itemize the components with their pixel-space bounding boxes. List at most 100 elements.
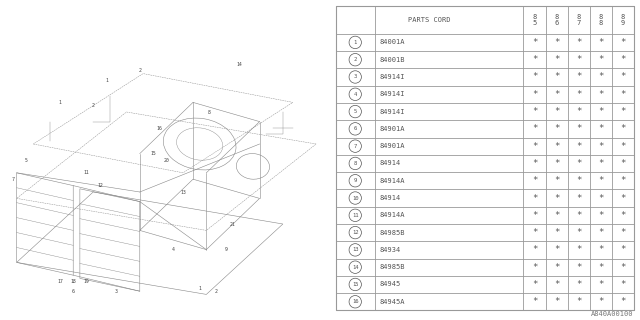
Text: *: * — [532, 280, 537, 289]
Text: 14: 14 — [352, 265, 358, 270]
Text: 9: 9 — [354, 178, 357, 183]
Text: *: * — [532, 124, 537, 133]
Text: *: * — [620, 142, 625, 151]
Text: *: * — [554, 228, 559, 237]
Text: 84985B: 84985B — [380, 229, 405, 236]
Text: *: * — [620, 194, 625, 203]
Text: *: * — [532, 73, 537, 82]
Text: 84914I: 84914I — [380, 91, 405, 97]
Text: 5: 5 — [25, 157, 28, 163]
Text: 15: 15 — [352, 282, 358, 287]
Text: *: * — [532, 228, 537, 237]
Text: 20: 20 — [164, 157, 169, 163]
Text: *: * — [620, 228, 625, 237]
Text: *: * — [532, 211, 537, 220]
Text: 8
5: 8 5 — [532, 14, 536, 26]
Text: *: * — [532, 176, 537, 185]
Text: 84914A: 84914A — [380, 212, 405, 218]
Text: 6: 6 — [354, 126, 357, 131]
Text: *: * — [576, 245, 581, 254]
Text: 84945A: 84945A — [380, 299, 405, 305]
Text: *: * — [576, 194, 581, 203]
Text: *: * — [532, 297, 537, 306]
Text: 84985B: 84985B — [380, 264, 405, 270]
Text: *: * — [620, 55, 625, 64]
Text: *: * — [598, 280, 604, 289]
Text: *: * — [620, 73, 625, 82]
Text: *: * — [576, 142, 581, 151]
Text: *: * — [532, 245, 537, 254]
Text: *: * — [598, 245, 604, 254]
Text: 7: 7 — [354, 144, 357, 149]
Text: 1: 1 — [198, 285, 201, 291]
Text: 3: 3 — [115, 289, 118, 294]
Text: 2: 2 — [354, 57, 357, 62]
Text: *: * — [554, 142, 559, 151]
Text: 2: 2 — [92, 103, 95, 108]
Text: *: * — [576, 228, 581, 237]
Text: 84934: 84934 — [380, 247, 401, 253]
Text: *: * — [620, 245, 625, 254]
Text: *: * — [554, 55, 559, 64]
Text: 1: 1 — [58, 100, 61, 105]
Text: *: * — [620, 176, 625, 185]
Text: PARTS CORD: PARTS CORD — [408, 17, 451, 23]
Text: *: * — [532, 55, 537, 64]
Text: 84901A: 84901A — [380, 126, 405, 132]
Text: *: * — [554, 176, 559, 185]
Text: *: * — [576, 124, 581, 133]
Text: *: * — [598, 176, 604, 185]
Text: *: * — [554, 280, 559, 289]
Text: *: * — [598, 297, 604, 306]
Text: 13: 13 — [352, 247, 358, 252]
Text: 21: 21 — [230, 221, 236, 227]
Text: 4: 4 — [354, 92, 357, 97]
Text: *: * — [598, 263, 604, 272]
Text: *: * — [576, 176, 581, 185]
Text: 17: 17 — [57, 279, 63, 284]
Text: 84945: 84945 — [380, 282, 401, 287]
Text: 8: 8 — [354, 161, 357, 166]
Text: 84001A: 84001A — [380, 39, 405, 45]
Text: *: * — [620, 90, 625, 99]
Text: A840A00100: A840A00100 — [591, 311, 634, 317]
Text: 11: 11 — [84, 170, 90, 175]
Text: *: * — [554, 211, 559, 220]
Text: *: * — [576, 55, 581, 64]
Text: *: * — [576, 107, 581, 116]
Text: *: * — [532, 38, 537, 47]
Text: 8
8: 8 8 — [598, 14, 603, 26]
Text: 84914I: 84914I — [380, 108, 405, 115]
Text: *: * — [554, 245, 559, 254]
Text: *: * — [554, 297, 559, 306]
Text: 16: 16 — [352, 299, 358, 304]
Text: *: * — [576, 73, 581, 82]
Text: 84914A: 84914A — [380, 178, 405, 184]
Text: *: * — [598, 73, 604, 82]
Text: *: * — [598, 194, 604, 203]
Text: 18: 18 — [70, 279, 76, 284]
Text: *: * — [598, 159, 604, 168]
Text: 84914I: 84914I — [380, 74, 405, 80]
Text: 8: 8 — [208, 109, 211, 115]
Text: 8
6: 8 6 — [554, 14, 559, 26]
Text: 84914: 84914 — [380, 195, 401, 201]
Text: *: * — [620, 280, 625, 289]
Text: *: * — [620, 297, 625, 306]
Text: *: * — [554, 38, 559, 47]
Text: 10: 10 — [352, 196, 358, 201]
Text: *: * — [598, 228, 604, 237]
Text: *: * — [554, 90, 559, 99]
Text: 16: 16 — [157, 125, 163, 131]
Text: *: * — [576, 263, 581, 272]
Text: 8
7: 8 7 — [577, 14, 580, 26]
Text: 84914: 84914 — [380, 160, 401, 166]
Text: *: * — [532, 263, 537, 272]
Text: *: * — [532, 107, 537, 116]
Text: *: * — [598, 55, 604, 64]
Text: 84901A: 84901A — [380, 143, 405, 149]
Text: *: * — [620, 38, 625, 47]
Text: 2: 2 — [215, 289, 218, 294]
Text: 4: 4 — [172, 247, 175, 252]
Text: *: * — [554, 124, 559, 133]
